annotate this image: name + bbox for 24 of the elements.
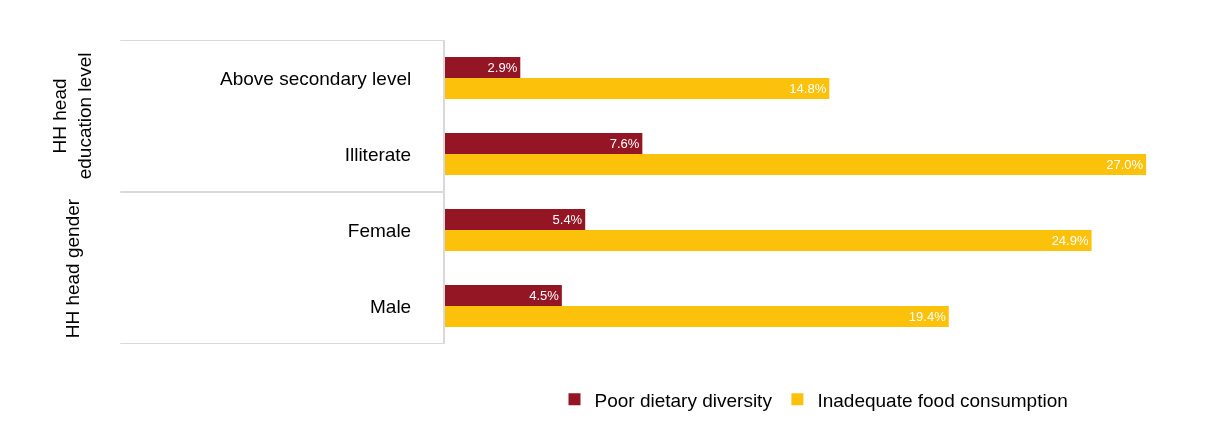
y-tick-label: Female	[347, 219, 412, 241]
legend-label: Poor dietary diversity	[594, 389, 773, 411]
data-label: 14.8%	[789, 81, 827, 97]
legend-label: Inadequate food consumption	[817, 389, 1068, 411]
bar	[445, 209, 586, 230]
y-tick-label: Male	[370, 295, 412, 317]
bar	[445, 133, 643, 154]
y-tick-label: Illiterate	[344, 143, 412, 165]
data-label: 7.6%	[609, 136, 640, 152]
data-label: 27.0%	[1106, 157, 1144, 173]
data-label: 2.9%	[487, 60, 518, 76]
text: HH head education level	[49, 52, 96, 180]
bar	[445, 230, 1092, 251]
bar	[445, 306, 949, 327]
bar	[445, 154, 1147, 175]
data-label: 5.4%	[552, 212, 583, 228]
data-label: 19.4%	[908, 309, 947, 325]
bar	[445, 285, 562, 306]
text: HH head gender	[62, 198, 84, 339]
bar	[445, 78, 830, 99]
data-label: 4.5%	[529, 288, 560, 304]
y-tick-label: Above secondary level	[220, 67, 412, 89]
data-label: 24.9%	[1051, 233, 1089, 249]
bar	[445, 57, 521, 78]
